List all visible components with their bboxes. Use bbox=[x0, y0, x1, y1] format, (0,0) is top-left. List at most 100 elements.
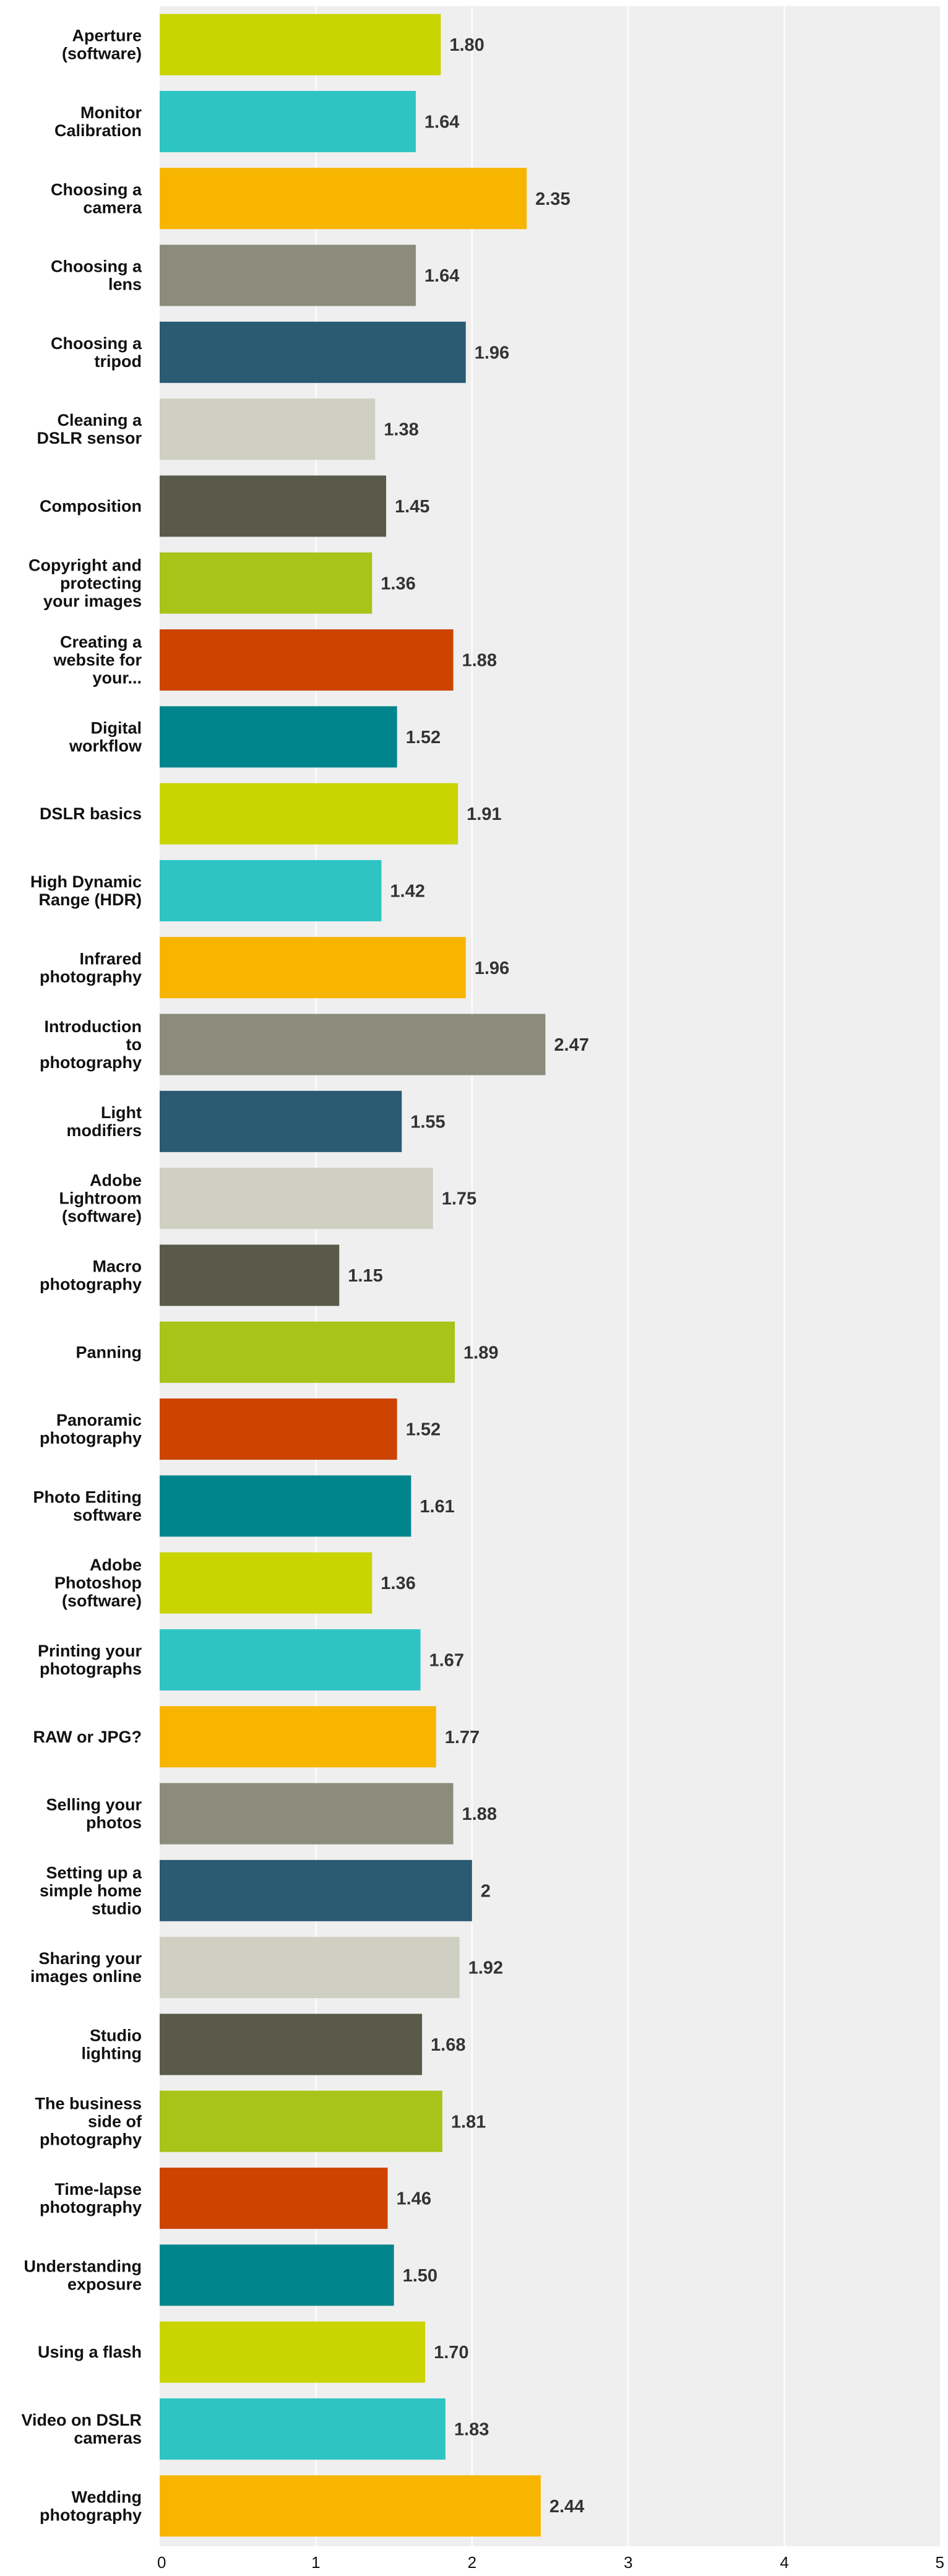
bar bbox=[160, 2090, 442, 2152]
data-label: 1.50 bbox=[403, 2266, 437, 2286]
category-label: Choosing a camera bbox=[51, 180, 142, 217]
x-tick-label: 3 bbox=[624, 2553, 632, 2572]
data-label: 1.55 bbox=[410, 1112, 445, 1132]
category-label-line: Infrared bbox=[79, 949, 142, 968]
data-label: 1.91 bbox=[467, 804, 501, 824]
bar bbox=[160, 2014, 423, 2075]
data-label: 1.36 bbox=[381, 1574, 415, 1593]
bar bbox=[160, 783, 459, 845]
category-label-line: Selling your bbox=[46, 1796, 142, 1814]
category-label: Aperture (software) bbox=[62, 27, 142, 63]
category-label: Creating a website for your... bbox=[53, 633, 142, 687]
bar bbox=[160, 552, 373, 614]
category-label-line: Setting up a bbox=[46, 1863, 142, 1882]
bar bbox=[160, 1398, 397, 1460]
data-label: 1.77 bbox=[445, 1728, 480, 1747]
data-label: 1.81 bbox=[451, 2112, 486, 2132]
bar bbox=[160, 1014, 546, 1075]
category-label: Selling your photos bbox=[46, 1796, 142, 1832]
category-label-line: Panoramic bbox=[56, 1411, 142, 1429]
category-label-line: photography bbox=[40, 2505, 142, 2524]
category-label-line: Sharing your bbox=[38, 1949, 142, 1968]
category-label-line: Time-lapse bbox=[54, 2180, 142, 2199]
bar bbox=[160, 321, 466, 383]
category-label-line: your... bbox=[92, 669, 142, 687]
bar bbox=[160, 629, 454, 691]
category-label-line: The business bbox=[35, 2094, 142, 2113]
x-tick-label: 0 bbox=[157, 2553, 166, 2572]
category-label: Sharing your images online bbox=[30, 1949, 142, 1986]
data-label: 2.47 bbox=[554, 1035, 588, 1055]
category-label-line: (software) bbox=[62, 1592, 142, 1610]
category-label-line: images online bbox=[30, 1967, 142, 1986]
category-label-line: photos bbox=[86, 1814, 142, 1832]
category-label-line: RAW or JPG? bbox=[33, 1728, 142, 1746]
category-label-line: Cleaning a bbox=[57, 411, 142, 429]
bar bbox=[160, 475, 386, 537]
data-label: 1.64 bbox=[424, 112, 459, 132]
data-label: 1.38 bbox=[384, 420, 418, 440]
category-label: RAW or JPG? bbox=[33, 1728, 142, 1746]
category-label-line: Video on DSLR bbox=[21, 2411, 142, 2429]
category-label-line: protecting bbox=[60, 574, 142, 592]
data-label: 1.70 bbox=[434, 2343, 468, 2363]
category-label-line: photography bbox=[40, 1053, 142, 1072]
category-label-line: Monitor bbox=[80, 103, 142, 122]
category-label: Wedding photography bbox=[40, 2488, 142, 2524]
bar bbox=[160, 244, 416, 306]
category-label-line: exposure bbox=[67, 2275, 142, 2293]
category-label-line: photography bbox=[40, 967, 142, 986]
data-label: 1.96 bbox=[475, 343, 509, 363]
category-label: Monitor Calibration bbox=[54, 103, 142, 140]
category-label-line: lighting bbox=[82, 2044, 142, 2062]
category-label: Setting up a simple home studio bbox=[40, 1863, 142, 1918]
bar bbox=[160, 1552, 373, 1614]
bar bbox=[160, 168, 527, 230]
x-tick-label: 5 bbox=[936, 2553, 944, 2572]
data-label: 2.35 bbox=[535, 189, 570, 209]
category-label-line: workflow bbox=[69, 736, 142, 755]
x-tick-label: 4 bbox=[780, 2553, 788, 2572]
category-label-line: Photo Editing bbox=[33, 1488, 142, 1506]
data-label: 1.52 bbox=[406, 1420, 441, 1440]
category-label: Introduction to photography bbox=[40, 1017, 142, 1072]
category-label-line: Introduction bbox=[45, 1017, 142, 1036]
category-label-line: studio bbox=[92, 1899, 142, 1918]
category-label-line: modifiers bbox=[66, 1121, 142, 1140]
category-label-line: photographs bbox=[40, 1660, 142, 1678]
data-label: 1.75 bbox=[442, 1189, 476, 1209]
data-label: 1.92 bbox=[468, 1958, 503, 1978]
category-label: Panoramic photography bbox=[40, 1411, 142, 1447]
category-label-line: Studio bbox=[90, 2026, 142, 2044]
category-label-line: Range (HDR) bbox=[39, 890, 142, 909]
bar bbox=[160, 1475, 412, 1537]
category-label: Using a flash bbox=[38, 2343, 142, 2361]
category-label-line: photography bbox=[40, 1275, 142, 1293]
data-label: 1.42 bbox=[390, 881, 424, 901]
category-label: High Dynamic Range (HDR) bbox=[30, 872, 142, 909]
x-tick-label: 2 bbox=[468, 2553, 476, 2572]
bar bbox=[160, 937, 466, 999]
category-label: Choosing a lens bbox=[51, 257, 142, 294]
category-label: Printing your photographs bbox=[38, 1642, 142, 1678]
data-label: 1.36 bbox=[381, 574, 415, 593]
category-label-line: software bbox=[73, 1506, 142, 1524]
category-label-line: DSLR basics bbox=[40, 804, 142, 823]
category-label-line: Choosing a bbox=[51, 334, 142, 353]
category-label: Understanding exposure bbox=[24, 2257, 142, 2293]
category-label-line: Wedding bbox=[72, 2488, 142, 2506]
data-label: 1.96 bbox=[475, 958, 509, 978]
bar bbox=[160, 1090, 402, 1152]
category-label: Video on DSLR cameras bbox=[21, 2411, 142, 2447]
bar bbox=[160, 2168, 388, 2229]
category-label-line: Choosing a bbox=[51, 257, 142, 276]
category-label-line: to bbox=[126, 1035, 142, 1054]
bar bbox=[160, 2321, 426, 2383]
category-label: Infrared photography bbox=[40, 949, 142, 986]
category-label: Cleaning a DSLR sensor bbox=[37, 411, 142, 447]
bar bbox=[160, 1244, 340, 1306]
category-label: Copyright and protecting your images bbox=[28, 556, 142, 610]
category-label-line: Copyright and bbox=[28, 556, 142, 574]
bar bbox=[160, 1629, 421, 1691]
data-label: 2 bbox=[481, 1881, 491, 1901]
